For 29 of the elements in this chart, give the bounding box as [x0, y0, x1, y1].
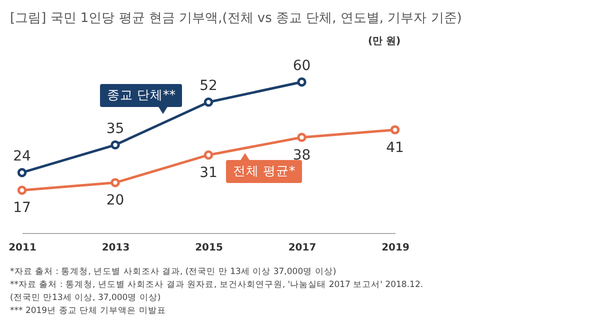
y-axis-title: (만 원) — [368, 35, 401, 48]
point — [110, 140, 120, 150]
point — [17, 168, 27, 178]
data-label: 41 — [386, 140, 404, 156]
series-label: 종교 단체** — [100, 84, 182, 107]
x-tick-label: 2015 — [195, 242, 223, 254]
text: **자료 출처 : 통계청, 년도별 사회조사 결과 원자료, 보건사회연구원, '나눔실태 2017 보고서' 2018.12. (전국민 만13세 이상, 37,000명 이상) — [10, 279, 424, 305]
data-label: 31 — [200, 164, 218, 181]
data-label: 52 — [200, 78, 218, 94]
text: *** 2019년 종교 단체 기부액은 미발표 — [10, 305, 167, 318]
data-label: 24 — [13, 148, 31, 165]
x-tick-label: 2011 — [8, 242, 36, 254]
point — [297, 132, 306, 142]
text: *자료 출처 : 통계청, 년도별 사회조사 결과, (전국민 만 13세 이상 37,000명 이상) — [10, 266, 338, 279]
point — [204, 98, 214, 107]
data-label: 20 — [106, 192, 124, 209]
series-label: 전체 평균* — [226, 160, 302, 183]
data-label: 35 — [106, 120, 124, 137]
point — [110, 178, 120, 188]
point — [390, 125, 400, 134]
point — [204, 150, 214, 160]
x-tick-label: 2019 — [382, 242, 410, 254]
point — [297, 77, 306, 87]
data-label: 17 — [13, 200, 31, 216]
x-tick-label: 2017 — [288, 242, 316, 254]
x-tick-label: 2013 — [102, 242, 130, 254]
data-label: 60 — [292, 58, 311, 74]
chart-title: [그림] 국민 1인당 평균 현금 기부액,(전체 vs 종교 단체, 연도별, 기부자 기준) — [10, 10, 462, 27]
point — [17, 186, 27, 195]
